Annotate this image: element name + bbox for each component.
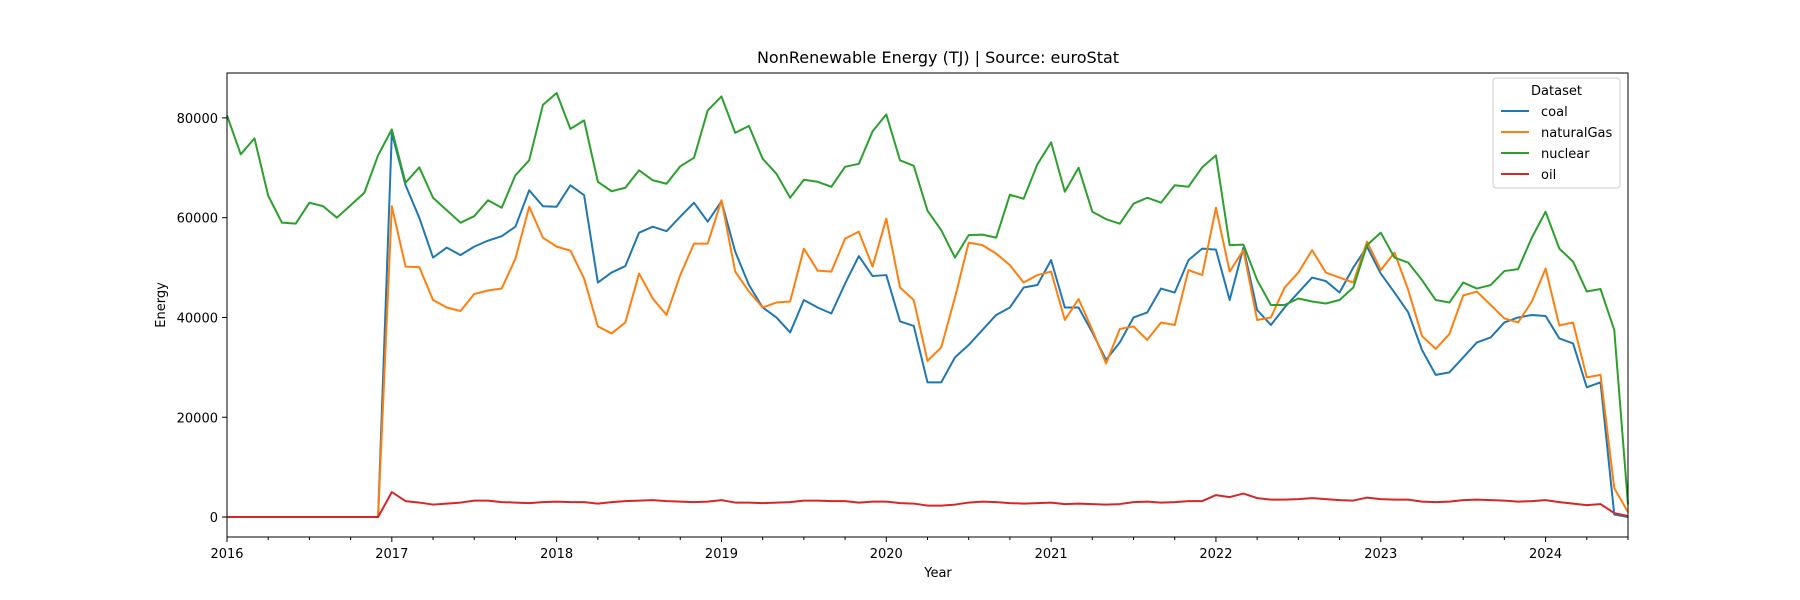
chart-title: NonRenewable Energy (TJ) | Source: euroS… <box>757 48 1119 67</box>
x-axis: 2016 2017 2018 2019 2020 2021 2022 2023 2024 <box>210 537 1629 562</box>
y-tick-label: 60000 <box>177 212 218 227</box>
x-tick-label: 2016 <box>210 547 243 562</box>
legend-title: Dataset <box>1531 84 1582 99</box>
x-tick-label: 2020 <box>870 547 903 562</box>
legend-box <box>1492 77 1621 189</box>
series-layer <box>226 91 1629 519</box>
y-axis-label: Energy <box>154 282 169 328</box>
x-tick-label: 2018 <box>540 547 573 562</box>
series-line-oil <box>227 491 1629 519</box>
x-tick-label: 2021 <box>1035 547 1068 562</box>
x-tick-label: 2017 <box>375 547 408 562</box>
x-tick-label: 2019 <box>705 547 738 562</box>
x-tick-label: 2022 <box>1199 547 1232 562</box>
legend-label-naturalgas: naturalGas <box>1541 126 1613 141</box>
y-tick-label: 0 <box>210 511 218 526</box>
x-tick-label: 2024 <box>1529 547 1562 562</box>
x-tick-label: 2023 <box>1364 547 1397 562</box>
legend-label-coal: coal <box>1541 105 1568 120</box>
y-tick-label: 80000 <box>177 112 218 127</box>
series-line-nuclear <box>226 91 1629 505</box>
y-axis: 0 20000 40000 60000 80000 <box>177 112 227 526</box>
legend-label-nuclear: nuclear <box>1541 147 1590 162</box>
y-tick-label: 40000 <box>177 311 218 326</box>
series-line-coal <box>227 131 1629 519</box>
legend-label-oil: oil <box>1541 168 1556 183</box>
series-line-naturalgas <box>227 199 1629 519</box>
legend: Dataset coal naturalGas nuclear oil <box>1492 77 1621 189</box>
y-tick-label: 20000 <box>177 411 218 426</box>
x-axis-label: Year <box>923 566 952 581</box>
